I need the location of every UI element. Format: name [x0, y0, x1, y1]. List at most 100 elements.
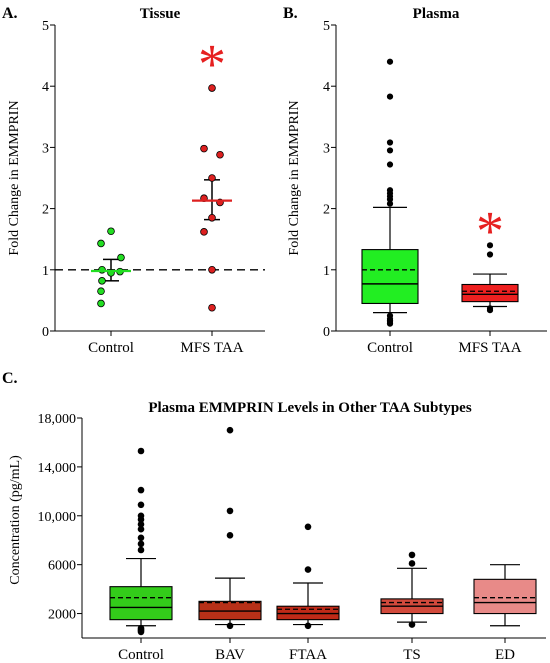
box-mfs-taa [461, 242, 519, 314]
panel-b-x-labels: Control MFS TAA [367, 331, 522, 356]
panel-a-marks [91, 84, 232, 312]
y-tick-label: 14,000 [38, 461, 77, 476]
panel-c-x-label-ftaa: FTAA [289, 647, 327, 663]
panel-c-title: Plasma EMMPRIN Levels in Other TAA Subty… [148, 400, 472, 416]
panel-b-significance-star: * [476, 201, 504, 263]
panel-b-y-axis-label: Fold Change in EMMPRIN [287, 100, 302, 255]
outlier-point [486, 307, 494, 314]
outlier-point [386, 139, 394, 146]
y-tick-label: 3 [42, 141, 49, 156]
y-tick-label: 5 [42, 19, 49, 34]
panel-c-x-label-ed: ED [495, 647, 515, 663]
data-point [208, 303, 216, 312]
outlier-point [137, 540, 145, 548]
panel-a-y-axis-label: Fold Change in EMMPRIN [7, 100, 22, 255]
outlier-point [304, 523, 312, 531]
panel-c-x-label-control: Control [118, 647, 164, 663]
y-tick-label: 18,000 [38, 412, 77, 427]
y-tick-label: 2 [42, 203, 49, 218]
data-point [98, 265, 106, 274]
y-tick-label: 4 [323, 80, 330, 95]
data-point [97, 239, 105, 248]
panel-a: A. Tissue Fold Change in EMMPRIN 012345 … [2, 5, 265, 356]
data-point [208, 265, 216, 274]
box-ftaa [276, 523, 340, 630]
panel-c-x-label-ts: TS [403, 647, 421, 663]
outlier-point [137, 447, 145, 455]
box-ts [380, 551, 444, 628]
panel-a-title: Tissue [140, 6, 181, 22]
y-tick-label: 4 [42, 80, 49, 95]
data-point [208, 213, 216, 222]
panel-a-y-ticks: 0 1 2 3 4 5 [42, 19, 55, 340]
panel-c-x-labels: Control BAV FTAA TS ED [118, 638, 515, 663]
outlier-point [137, 628, 145, 636]
box-iqr [461, 283, 519, 303]
panel-b-x-label-mfs-taa: MFS TAA [458, 340, 521, 356]
box-bav [198, 426, 262, 630]
panel-a-x-labels: Control MFS TAA [88, 331, 244, 356]
box-control [109, 447, 173, 636]
y-tick-label: 3 [323, 141, 330, 156]
panel-b-letter: B. [283, 5, 298, 22]
box-iqr [473, 578, 537, 615]
outlier-point [486, 242, 494, 249]
outlier-point [408, 560, 416, 567]
outlier-point [386, 196, 394, 203]
box-ed [473, 564, 537, 627]
outlier-point [137, 516, 145, 523]
box-iqr [109, 586, 173, 621]
data-point [216, 150, 224, 159]
outlier-point [486, 251, 494, 258]
panel-b-x-label-control: Control [367, 340, 413, 356]
outlier-point [408, 621, 416, 628]
outlier-point [137, 521, 145, 528]
panel-a-x-label-mfs-taa: MFS TAA [180, 340, 243, 356]
outlier-point [226, 507, 234, 515]
y-tick-label: 0 [42, 325, 49, 340]
outlier-point [226, 532, 234, 539]
outlier-point [386, 161, 394, 168]
y-tick-label: 0 [323, 325, 330, 340]
panel-c-y-axis-label: Concentration (pg/mL) [8, 455, 23, 585]
box-control [361, 58, 419, 327]
outlier-point [386, 200, 394, 207]
data-point [200, 228, 208, 236]
panel-a-letter: A. [2, 5, 18, 22]
y-tick-label: 1 [42, 264, 49, 279]
box-iqr [361, 249, 419, 305]
outlier-point [386, 147, 394, 154]
panel-a-significance-star: * [198, 34, 226, 96]
y-tick-label: 5 [323, 19, 330, 34]
panel-c-y-ticks: 2000 6000 10,000 14,000 18,000 [38, 412, 82, 623]
panel-c-x-label-bav: BAV [215, 647, 245, 663]
outlier-point [386, 320, 394, 327]
outlier-point [304, 622, 312, 630]
y-tick-label: 2000 [48, 608, 76, 623]
outlier-point [226, 426, 234, 434]
panel-a-x-label-control: Control [88, 340, 134, 356]
panel-b-marks [361, 58, 519, 327]
data-point [208, 84, 216, 92]
data-point [97, 299, 105, 308]
y-tick-label: 6000 [48, 559, 76, 574]
outlier-point [137, 534, 145, 542]
outlier-point [304, 566, 312, 573]
outlier-point [137, 501, 145, 509]
panel-b-y-ticks: 0 1 2 3 4 5 [323, 19, 336, 340]
data-point [107, 227, 115, 236]
y-tick-label: 2 [323, 203, 330, 218]
outlier-point [137, 525, 145, 533]
panel-c: C. Plasma EMMPRIN Levels in Other TAA Su… [2, 370, 546, 663]
y-tick-label: 10,000 [38, 510, 77, 525]
outlier-point [226, 622, 234, 630]
outlier-point [137, 486, 145, 494]
panel-b-title: Plasma [413, 6, 460, 22]
panel-c-letter: C. [2, 370, 18, 387]
outlier-point [408, 551, 416, 559]
panel-b: B. Plasma Fold Change in EMMPRIN 012345 … [283, 5, 547, 356]
outlier-point [386, 93, 394, 100]
outlier-point [386, 58, 394, 65]
data-point [200, 144, 208, 153]
